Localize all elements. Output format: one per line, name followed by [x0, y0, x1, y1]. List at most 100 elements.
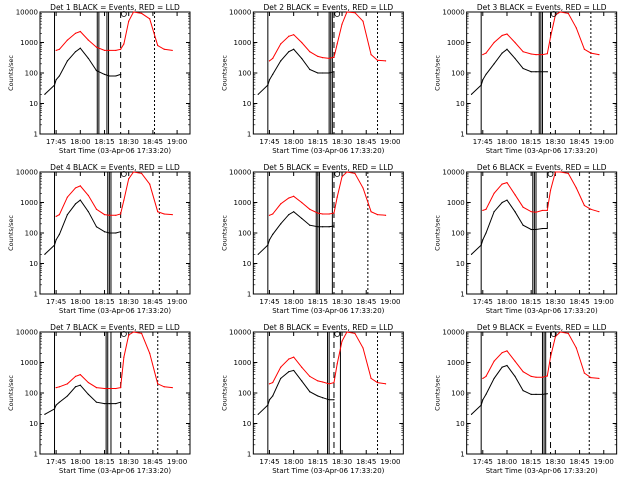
events-point [268, 239, 271, 241]
detector-panel: Det 4 BLACK = Events, RED = LLD 1 10 100 100… [7, 163, 191, 315]
lld-point [149, 183, 151, 185]
events-point [103, 73, 106, 75]
events-point [267, 404, 269, 406]
events-point [74, 51, 77, 53]
detector-panel: Det 8 BLACK = Events, RED = LLD 1 10 100 100… [220, 323, 404, 475]
lld-point [79, 185, 81, 187]
lld-point [482, 54, 484, 56]
lld-point [268, 214, 271, 216]
events-point [317, 395, 319, 397]
y-tick-label: 1000 [234, 39, 252, 47]
lld-point [559, 331, 561, 333]
events-point [493, 63, 495, 65]
lld-point [341, 23, 343, 25]
lld-point [354, 332, 356, 334]
x-axis-label: Start Time (03-Apr-06 17:33:20) [272, 467, 384, 475]
x-tick-label: 18:30 [332, 138, 352, 146]
events-point [309, 68, 311, 71]
events-point [541, 71, 544, 73]
lld-point [55, 387, 57, 389]
panel-title: Det 1 BLACK = Events, RED = LLD [50, 3, 180, 12]
lld-point [171, 214, 173, 216]
events-point [301, 57, 303, 60]
lld-point [95, 208, 98, 210]
lld-point [341, 340, 343, 342]
lld-point [522, 51, 524, 53]
panel-title: Det 8 BLACK = Events, RED = LLD [264, 323, 394, 332]
lld-point [522, 206, 524, 208]
lld-point [384, 383, 387, 385]
lld-point [546, 209, 548, 212]
events-point [301, 380, 303, 382]
lld-point [541, 376, 544, 378]
x-tick-label: 19:00 [380, 458, 400, 466]
lld-point [336, 363, 338, 365]
lld-point [141, 12, 143, 14]
events-point [280, 377, 282, 380]
x-tick-label: 18:15 [94, 138, 114, 146]
lld-point [280, 203, 282, 205]
y-axis-label: Counts/sec [220, 55, 228, 91]
x-tick-label: 17:45 [259, 138, 279, 146]
events-point [280, 223, 282, 225]
events-point [58, 75, 60, 77]
x-tick-label: 17:45 [259, 458, 279, 466]
events-point [272, 395, 274, 397]
events-point [328, 72, 330, 74]
events-point [293, 48, 295, 50]
events-point [120, 231, 122, 233]
lld-point [132, 11, 135, 13]
x-tick-label: 18:00 [284, 138, 304, 146]
x-axis-label: Start Time (03-Apr-06 17:33:20) [59, 467, 171, 475]
lld-point [280, 43, 282, 45]
x-tick-label: 18:45 [143, 138, 163, 146]
events-point [480, 244, 482, 246]
x-tick-label: 18:15 [308, 458, 328, 466]
lld-point [120, 213, 122, 215]
lld-point [336, 43, 338, 45]
x-tick-label: 18:45 [356, 458, 376, 466]
events-point [482, 79, 484, 81]
lld-point [157, 211, 159, 213]
x-tick-label: 17:45 [473, 458, 493, 466]
events-point [317, 72, 319, 74]
lld-point [341, 176, 343, 178]
y-tick-label: 10000 [16, 329, 38, 337]
lld-point [590, 208, 592, 210]
lld-point [108, 214, 110, 216]
lld-point [103, 387, 106, 390]
events-point [87, 57, 89, 60]
events-point [493, 211, 495, 213]
lld-point [482, 209, 484, 212]
lld-point [322, 56, 324, 59]
attenuator-marker [334, 331, 341, 337]
events-point [120, 401, 122, 403]
events-point [79, 199, 81, 201]
events-point [514, 57, 516, 60]
lld-point [288, 35, 290, 37]
events-point [74, 203, 77, 205]
panel-title: Det 3 BLACK = Events, RED = LLD [477, 3, 607, 12]
x-tick-label: 18:30 [119, 138, 139, 146]
events-series-line [44, 384, 121, 415]
detector-panel: Det 9 BLACK = Events, RED = LLD 1 10 100 100… [434, 323, 618, 475]
events-point [44, 93, 46, 95]
lld-point [549, 189, 552, 191]
events-point [322, 226, 324, 228]
events-point [115, 402, 117, 405]
panel-title: Det 9 BLACK = Events, RED = LLD [477, 323, 607, 332]
lld-point [493, 360, 495, 362]
events-point [541, 393, 544, 395]
events-point [485, 73, 487, 75]
events-point [514, 375, 516, 378]
events-point [317, 226, 319, 228]
lld-point [108, 49, 110, 52]
lld-point [530, 53, 532, 55]
y-tick-label: 1 [247, 131, 251, 139]
lld-point [128, 20, 130, 22]
y-tick-label: 1 [460, 291, 464, 299]
events-point [480, 404, 482, 406]
y-tick-label: 1 [460, 451, 464, 459]
x-tick-label: 18:00 [284, 458, 304, 466]
